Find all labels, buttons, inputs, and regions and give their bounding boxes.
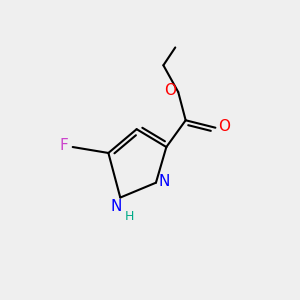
Text: H: H [124, 210, 134, 224]
Text: F: F [59, 138, 68, 153]
Text: N: N [111, 199, 122, 214]
Text: O: O [218, 119, 230, 134]
Text: O: O [164, 83, 176, 98]
Text: N: N [159, 174, 170, 189]
